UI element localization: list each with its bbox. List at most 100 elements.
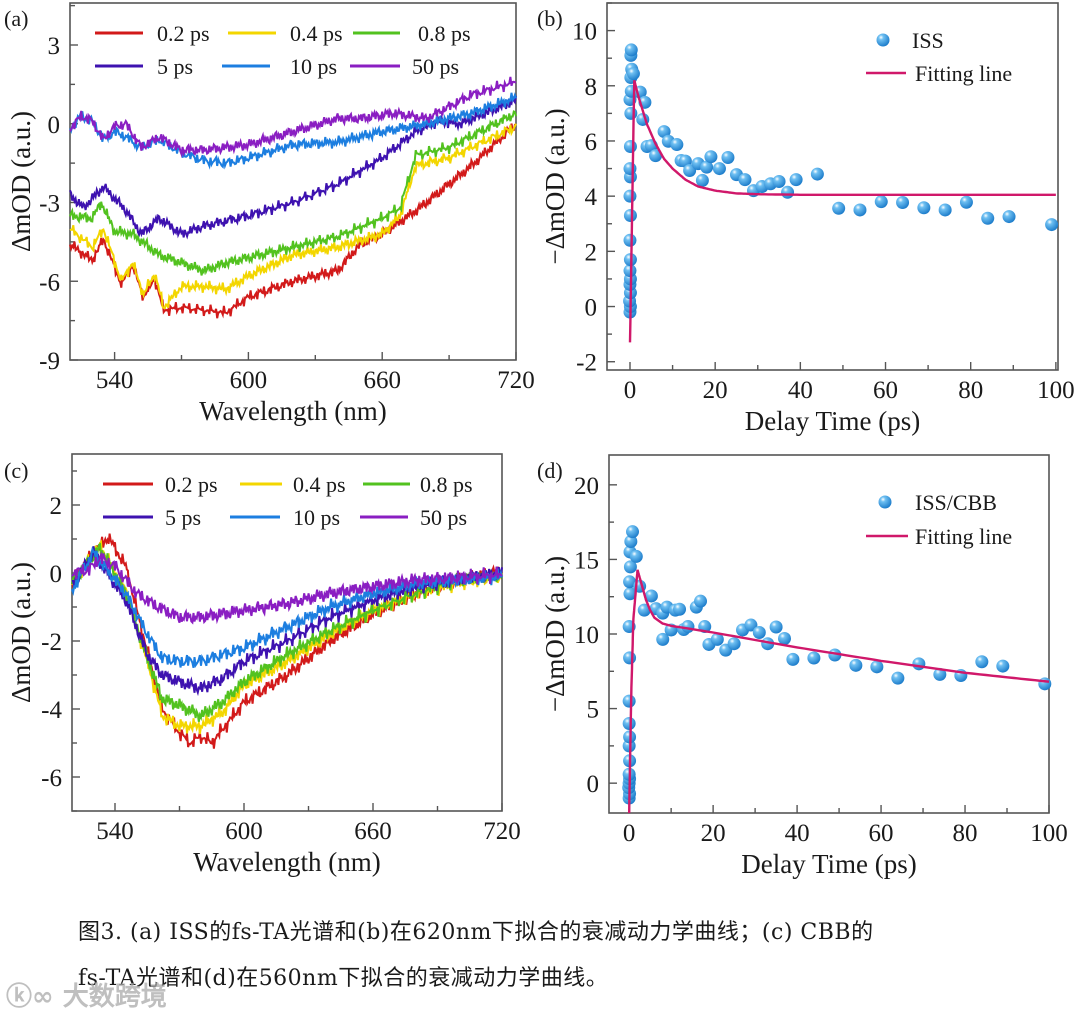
legend-label: 0.4 ps [293,472,346,497]
y-tick-label: -4 [41,697,62,724]
data-point [623,208,637,222]
data-point [981,211,995,225]
data-point [786,652,800,666]
series-line-5ps [69,95,517,240]
series-line-08ps [69,110,517,276]
data-point [681,620,695,634]
data-point [1045,218,1059,232]
data-point [721,151,735,165]
y-tick-label: -9 [39,348,60,375]
x-tick-label: 720 [497,367,535,394]
panel-label: (d) [537,458,563,483]
y-tick-label: 2 [585,239,598,266]
legend-label: 0.8 ps [418,21,471,46]
y-axis-label: ΔmOD (a.u.) [6,562,36,703]
y-axis-label: ΔmOD (a.u.) [6,111,36,252]
data-point [777,631,791,645]
panel-c-spectra: 540 600 660 720 2 0 -2 -4 -6 Wavelength (nm) ΔmOD … [4,453,521,877]
data-point [623,162,637,176]
panel-label: (a) [4,6,28,31]
legend-label: Fitting line [915,61,1012,86]
x-tick-label: 80 [958,377,983,404]
plot-frame [69,2,517,361]
legend-label: 5 ps [157,54,193,79]
y-tick-label: 0 [48,112,61,139]
data-point [874,195,888,209]
y-tick-label: 10 [572,19,597,46]
data-point [849,658,863,672]
fitting-line [628,80,1056,343]
data-point [832,201,846,215]
x-tick-label: 660 [354,818,392,845]
series-line-08ps [71,542,503,722]
data-point [744,618,758,632]
data-point [629,549,643,563]
x-tick-label: 100 [1037,377,1075,404]
y-tick-label: 15 [574,547,599,574]
legend-marker [878,495,892,509]
data-point [624,535,638,549]
legend-label: 50 ps [412,54,459,79]
legend-label: 10 ps [290,54,337,79]
y-tick-label: 4 [585,184,598,211]
data-point [700,160,714,174]
x-axis-label: Delay Time (ps) [741,849,917,879]
data-point [781,185,795,199]
data-point [1038,677,1052,691]
x-tick-label: 80 [953,820,978,847]
data-point [807,651,821,665]
panel-label: (b) [537,6,563,31]
x-tick-label: 720 [483,818,521,845]
panel-d-kinetics: 0 20 40 60 80 100 20 15 10 5 0 Delay Time (ps) −ΔmOD… [537,454,1068,879]
data-point [694,594,708,608]
panel-a-spectra: 540 600 660 720 3 0 -3 -6 -9 Wavelength (nm) ΔmOD … [4,2,535,426]
data-point [673,602,687,616]
data-point [712,162,726,176]
legend-label: 0.2 ps [157,21,210,46]
x-tick-label: 600 [230,367,268,394]
y-axis-label: −ΔmOD (a.u.) [540,556,570,712]
y-tick-label: 8 [585,74,598,101]
data-point [772,175,786,189]
y-tick-label: -6 [41,765,62,792]
y-tick-label: 3 [48,33,61,60]
data-point [623,575,637,589]
x-tick-label: 600 [225,818,263,845]
x-axis-label: Wavelength (nm) [193,847,381,877]
plot-frame [71,453,503,812]
data-point [623,651,637,665]
legend-label: 50 ps [420,505,467,530]
data-point [623,189,637,203]
legend-label: Fitting line [915,524,1012,549]
y-tick-label: 0 [585,295,598,322]
x-axis-label: Wavelength (nm) [199,396,387,426]
y-tick-label: -2 [576,350,597,377]
figure-caption-line-1: 图3. (a) ISS的fs-TA光谱和(b)在620nm下拟合的衰减动力学曲线… [78,920,874,945]
x-tick-label: 20 [701,820,726,847]
data-point [624,106,638,120]
legend-label: ISS [912,28,944,53]
series-line-50ps [71,551,503,625]
y-axis-label: −ΔmOD (a.u.) [540,108,570,264]
series-line-50ps [69,76,517,159]
data-point [623,139,637,153]
y-tick-label: 0 [587,771,600,798]
data-point [938,203,952,217]
legend-label: 10 ps [293,505,340,530]
data-point [752,626,766,640]
data-point [622,717,636,730]
y-tick-label: -6 [39,269,60,296]
data-point [695,173,709,187]
data-point [644,589,658,603]
y-tick-label: -2 [41,629,62,656]
x-tick-label: 20 [703,377,728,404]
data-point [959,195,973,209]
data-point [933,667,947,681]
data-point [853,203,867,217]
data-point [996,659,1010,673]
panel-label: (c) [4,458,28,483]
data-point [626,525,640,539]
x-tick-label: 40 [788,377,813,404]
x-tick-label: 60 [873,377,898,404]
